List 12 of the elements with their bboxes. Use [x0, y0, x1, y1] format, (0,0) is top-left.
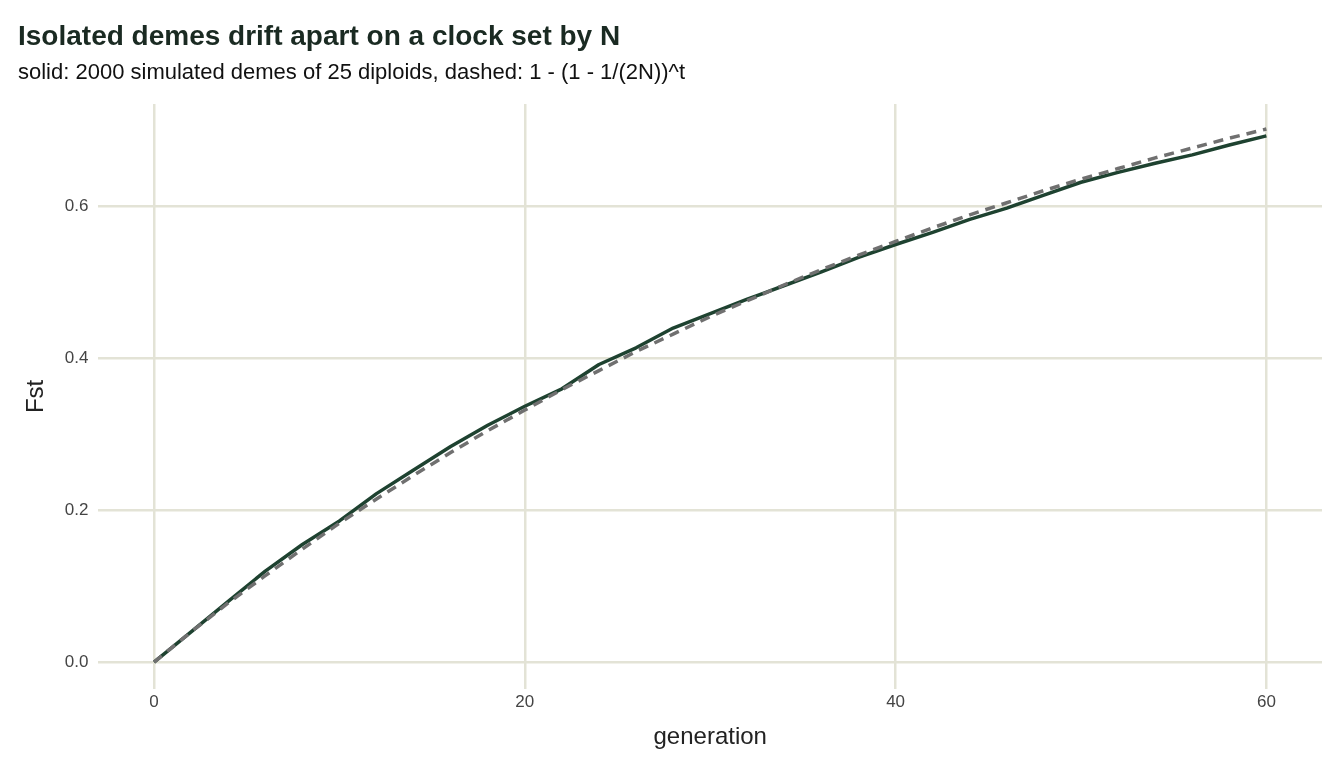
x-axis-title: generation	[653, 722, 767, 750]
x-tick-label: 20	[515, 691, 535, 711]
y-tick-label: 0.0	[64, 651, 89, 671]
y-axis-title: Fst	[21, 379, 49, 414]
y-tick-label: 0.2	[64, 500, 89, 520]
y-tick-label: 0.4	[64, 348, 89, 368]
y-tick-label: 0.6	[64, 196, 89, 216]
chart-title: Isolated demes drift apart on a clock set by N	[18, 19, 621, 51]
x-tick-label: 0	[149, 691, 159, 711]
x-tick-label: 60	[1256, 691, 1276, 711]
chart-subtitle: solid: 2000 simulated demes of 25 diploids, dashed: 1 - (1 - 1/(2N))^t	[18, 58, 685, 84]
x-tick-label: 40	[886, 691, 906, 711]
